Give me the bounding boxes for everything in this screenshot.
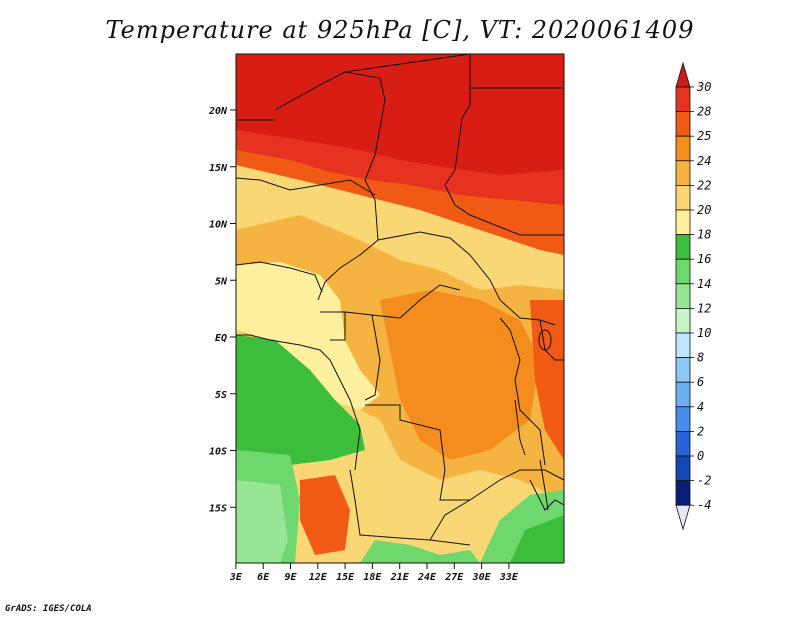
lon-tick-label: 15E <box>336 572 355 583</box>
colorbar-segment <box>675 307 691 334</box>
colorbar-label: -4 <box>697 498 711 512</box>
field-24-25 <box>380 290 540 460</box>
colorbar-segment <box>675 111 691 137</box>
field-16-18 <box>236 335 365 470</box>
colorbar-segment <box>675 455 691 482</box>
lon-tick-label: 6E <box>257 572 270 583</box>
lon-tick-label: 24E <box>417 572 437 583</box>
colorbar-label: 24 <box>697 154 711 168</box>
field-30-plus <box>236 54 564 175</box>
lake-tanganyika <box>514 399 526 456</box>
lat-tick-label: EQ <box>215 333 227 344</box>
country-borders <box>236 54 564 546</box>
latitude-ticks: 20N 15N 10N 5N EQ 5S 10S 15S <box>208 106 236 514</box>
lon-tick-label: 3E <box>229 572 243 583</box>
field-s-green <box>360 540 480 563</box>
colorbar-label: 28 <box>697 105 711 119</box>
lat-tick-label: 15N <box>209 163 228 174</box>
colorbar-segment <box>675 160 691 186</box>
colorbar-label: 0 <box>697 449 704 463</box>
lake-malawi <box>539 459 549 511</box>
colorbar-label: 30 <box>696 80 711 94</box>
lon-tick-label: 9E <box>284 572 297 583</box>
colorbar-label: 14 <box>697 277 711 291</box>
colorbar-segment <box>675 86 691 113</box>
colorbar-label: 18 <box>697 228 711 242</box>
colorbar-segment <box>675 234 691 260</box>
colorbar-bottom-arrow <box>675 504 691 531</box>
colorbar-segment <box>675 430 691 457</box>
colorbar-segment <box>675 406 691 432</box>
colorbar-label: -2 <box>697 474 711 488</box>
lon-tick-label: 30E <box>472 572 492 583</box>
colorbar-label: 6 <box>697 375 704 389</box>
grads-credit: GrADS: IGES/COLA <box>5 604 92 614</box>
colorbar-segment <box>675 332 691 359</box>
colorbar-segment <box>675 209 691 236</box>
lon-tick-label: 27E <box>444 572 464 583</box>
colorbar-segment <box>675 184 691 211</box>
lon-tick-label: 21E <box>390 572 410 583</box>
field-se-dark-green <box>510 515 564 563</box>
lat-tick-label: 10S <box>209 447 227 458</box>
field-warm-spot <box>300 475 350 555</box>
colorbar-top-arrow <box>675 61 691 88</box>
colorbar-label: 4 <box>697 400 704 414</box>
field-18-20 <box>236 262 380 410</box>
colorbar-label: 12 <box>697 301 711 315</box>
colorbar-label: 2 <box>697 424 704 438</box>
lat-tick-label: 15S <box>209 503 227 514</box>
colorbar-label: 8 <box>697 351 704 365</box>
lakes <box>514 329 552 511</box>
colorbar-segment <box>675 135 691 162</box>
colorbar-label: 10 <box>697 326 711 340</box>
colorbar-label: 16 <box>697 252 711 266</box>
lat-tick-label: 10N <box>209 220 228 231</box>
colorbar-label: 25 <box>697 129 711 143</box>
colorbar-segment <box>675 258 691 285</box>
lon-tick-label: 18E <box>363 572 382 583</box>
lat-tick-label: 5S <box>215 390 227 401</box>
colorbar-label: 20 <box>697 203 711 217</box>
lat-tick-label: 20N <box>208 106 228 117</box>
longitude-ticks: 3E 6E 9E 12E 15E 18E 21E 24E 27E 30E 33E <box>229 563 519 583</box>
field-12-14 <box>236 480 288 563</box>
colorbar-segment <box>675 480 691 506</box>
lat-tick-label: 5N <box>215 276 228 287</box>
temperature-field <box>236 54 564 563</box>
chart-title: Temperature at 925hPa [C], VT: 202006140… <box>105 16 695 44</box>
lon-tick-label: 12E <box>309 572 328 583</box>
colorbar-segment <box>675 283 691 309</box>
lon-tick-label: 33E <box>499 572 519 583</box>
colorbar-label: 22 <box>697 178 711 192</box>
lake-victoria <box>538 329 552 351</box>
colorbar-segment <box>675 381 691 408</box>
colorbar-segment <box>675 357 691 383</box>
